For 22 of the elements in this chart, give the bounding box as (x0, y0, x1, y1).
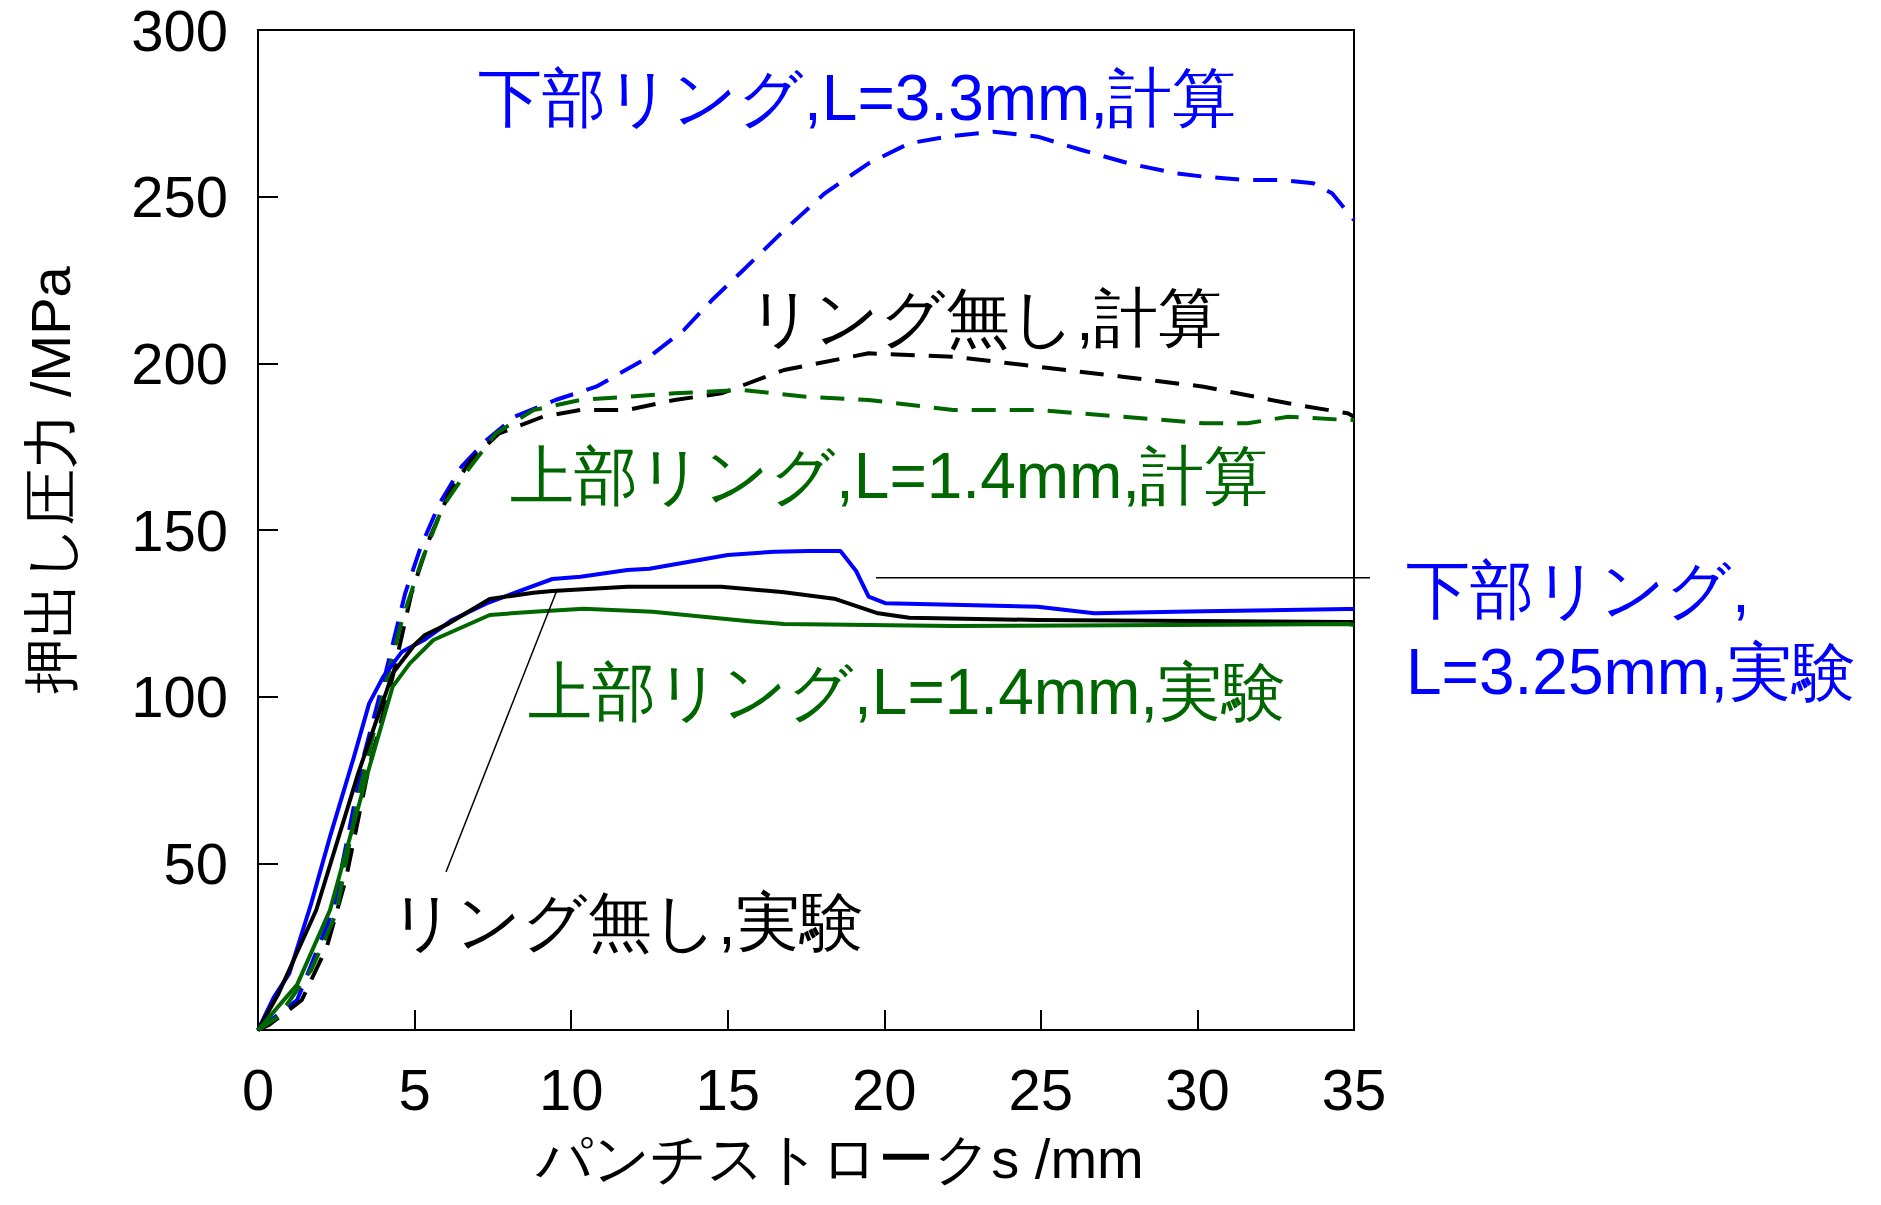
x-tick-label: 5 (398, 1056, 431, 1122)
y-tick-label: 50 (163, 830, 228, 896)
y-tick-label: 150 (131, 497, 228, 563)
series-label: 上部リング,L=1.4mm,実験 (528, 656, 1287, 728)
x-tick-label: 0 (241, 1056, 275, 1122)
series-label: リング無し,実験 (390, 886, 864, 958)
x-tick-label: 10 (538, 1056, 604, 1122)
series-label: 上部リング,L=1.4mm,計算 (510, 440, 1269, 512)
series-label: 下部リング,L=3.25mm,実験 (1406, 554, 1856, 708)
x-tick-label: 20 (852, 1056, 917, 1122)
y-tick-label: 250 (131, 164, 228, 230)
x-tick-label: 30 (1165, 1056, 1230, 1122)
x-tick-label: 25 (1008, 1056, 1074, 1122)
x-tick-label: 15 (695, 1056, 760, 1122)
y-axis-title: 押出し圧力 /MPa (18, 265, 82, 694)
y-tick-label: 100 (131, 664, 228, 730)
series-label: 下部リング,L=3.3mm,計算 (478, 62, 1237, 134)
y-tick-label: 200 (131, 330, 228, 396)
x-tick-label: 35 (1321, 1056, 1387, 1122)
y-tick-label: 300 (131, 0, 228, 63)
series-label: リング無し,計算 (748, 282, 1222, 354)
x-axis-title: パンチストロークs /mm (535, 1126, 1144, 1190)
